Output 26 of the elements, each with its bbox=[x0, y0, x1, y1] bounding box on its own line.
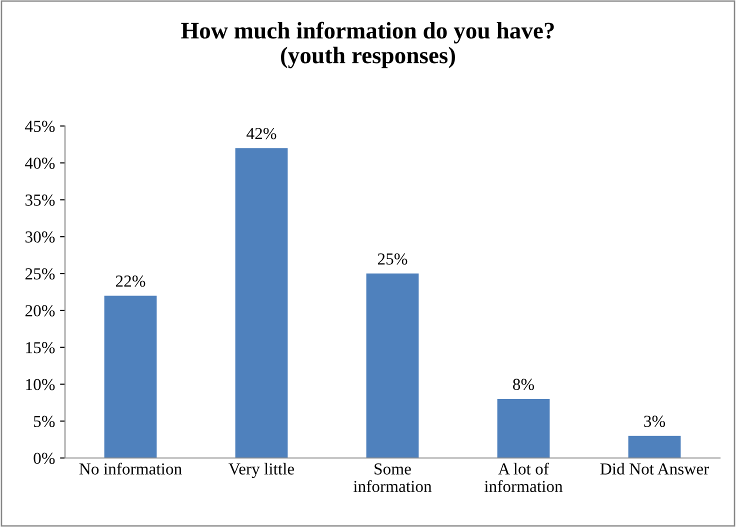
y-tick-label: 15% bbox=[26, 342, 55, 354]
data-label: 22% bbox=[116, 276, 146, 287]
y-tick-label: 5% bbox=[34, 416, 55, 428]
bar bbox=[104, 296, 157, 458]
bar bbox=[235, 148, 288, 458]
bar bbox=[366, 274, 419, 458]
chart-title: How much information do you have? (youth responses) bbox=[181, 22, 554, 68]
y-tick-label: 40% bbox=[25, 158, 55, 169]
data-label: 42% bbox=[246, 128, 276, 140]
y-tick-label: 10% bbox=[26, 378, 55, 390]
data-label: 8% bbox=[513, 378, 534, 390]
y-tick-label: 25% bbox=[25, 268, 55, 280]
data-label: 25% bbox=[378, 253, 408, 265]
y-tick-label: 35% bbox=[26, 194, 55, 206]
data-label: 3% bbox=[644, 416, 666, 427]
y-tick-label: 45% bbox=[25, 120, 55, 132]
x-tick-label: No information bbox=[79, 462, 182, 475]
y-tick-label: 0% bbox=[34, 452, 55, 464]
y-tick-label: 30% bbox=[26, 231, 55, 243]
x-tick-label: Some information bbox=[354, 463, 432, 492]
bar bbox=[497, 398, 550, 458]
bar bbox=[628, 436, 681, 458]
y-tick-label: 20% bbox=[25, 305, 55, 316]
x-tick-label: A lot of information bbox=[484, 462, 563, 492]
x-tick-label: Did Not Answer bbox=[600, 462, 709, 475]
x-tick-label: Very little bbox=[228, 462, 294, 478]
